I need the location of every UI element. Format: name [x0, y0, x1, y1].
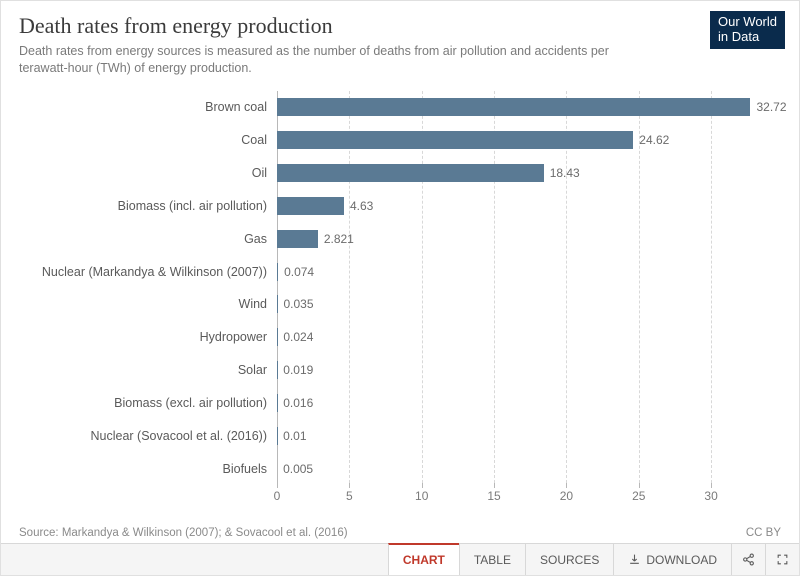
chart-area: 051015202530Brown coal32.72Coal24.62Oil1…	[1, 91, 799, 513]
category-label: Nuclear (Sovacool et al. (2016))	[91, 425, 277, 447]
bar-row: Hydropower0.024	[277, 326, 767, 348]
tab-table[interactable]: TABLE	[459, 544, 525, 575]
category-label: Solar	[238, 359, 277, 381]
value-label: 0.016	[277, 392, 313, 414]
bar[interactable]	[277, 131, 633, 149]
bar-row: Nuclear (Markandya & Wilkinson (2007))0.…	[277, 261, 767, 283]
bar-row: Biomass (excl. air pollution)0.016	[277, 392, 767, 414]
download-icon	[628, 553, 641, 566]
logo-line2: in Data	[718, 30, 777, 45]
chart-card: Death rates from energy production Death…	[0, 0, 800, 576]
bar[interactable]	[277, 98, 750, 116]
bar-row: Nuclear (Sovacool et al. (2016))0.01	[277, 425, 767, 447]
x-tick-label: 10	[415, 483, 428, 503]
bar[interactable]	[277, 164, 544, 182]
category-label: Biomass (incl. air pollution)	[118, 195, 277, 217]
chart-subtitle: Death rates from energy sources is measu…	[19, 43, 619, 77]
x-tick-label: 30	[704, 483, 717, 503]
tab-sources[interactable]: SOURCES	[525, 544, 613, 575]
tab-chart-label: CHART	[403, 553, 445, 567]
x-tick-label: 15	[487, 483, 500, 503]
chart-title: Death rates from energy production	[19, 13, 781, 39]
x-tick-label: 20	[560, 483, 573, 503]
value-label: 0.074	[278, 261, 314, 283]
bar-row: Solar0.019	[277, 359, 767, 381]
value-label: 0.019	[277, 359, 313, 381]
bar-row: Brown coal32.72	[277, 96, 767, 118]
owid-logo[interactable]: Our World in Data	[710, 11, 785, 49]
tab-download[interactable]: DOWNLOAD	[613, 544, 731, 575]
fullscreen-button[interactable]	[765, 544, 799, 575]
tab-chart[interactable]: CHART	[388, 543, 459, 575]
value-label: 2.821	[318, 228, 354, 250]
bar-row: Gas2.821	[277, 228, 767, 250]
tab-table-label: TABLE	[474, 553, 511, 567]
value-label: 24.62	[633, 129, 669, 151]
bar[interactable]	[277, 230, 318, 248]
plot: 051015202530Brown coal32.72Coal24.62Oil1…	[277, 91, 767, 483]
bar-row: Wind0.035	[277, 293, 767, 315]
category-label: Brown coal	[205, 96, 277, 118]
bar-row: Coal24.62	[277, 129, 767, 151]
fullscreen-icon	[776, 553, 789, 566]
bar[interactable]	[277, 197, 344, 215]
bar-row: Biomass (incl. air pollution)4.63	[277, 195, 767, 217]
value-label: 18.43	[544, 162, 580, 184]
value-label: 0.024	[277, 326, 313, 348]
category-label: Gas	[244, 228, 277, 250]
category-label: Biomass (excl. air pollution)	[114, 392, 277, 414]
tab-download-label: DOWNLOAD	[646, 553, 717, 567]
category-label: Coal	[241, 129, 277, 151]
logo-line1: Our World	[718, 14, 777, 29]
source-text: Source: Markandya & Wilkinson (2007); & …	[19, 527, 348, 539]
header: Death rates from energy production Death…	[1, 1, 799, 83]
category-label: Nuclear (Markandya & Wilkinson (2007))	[42, 261, 277, 283]
category-label: Hydropower	[200, 326, 277, 348]
share-icon	[742, 553, 755, 566]
x-tick-label: 5	[346, 483, 353, 503]
value-label: 32.72	[750, 96, 786, 118]
x-tick-label: 0	[274, 483, 281, 503]
license-text: CC BY	[746, 527, 781, 539]
tab-bar: CHART TABLE SOURCES DOWNLOAD	[1, 543, 799, 575]
share-button[interactable]	[731, 544, 765, 575]
category-label: Oil	[252, 162, 277, 184]
category-label: Biofuels	[223, 458, 277, 480]
value-label: 0.01	[277, 425, 306, 447]
value-label: 4.63	[344, 195, 373, 217]
tab-sources-label: SOURCES	[540, 553, 599, 567]
value-label: 0.035	[278, 293, 314, 315]
category-label: Wind	[239, 293, 277, 315]
value-label: 0.005	[277, 458, 313, 480]
x-tick-label: 25	[632, 483, 645, 503]
bar-row: Oil18.43	[277, 162, 767, 184]
bar-row: Biofuels0.005	[277, 458, 767, 480]
